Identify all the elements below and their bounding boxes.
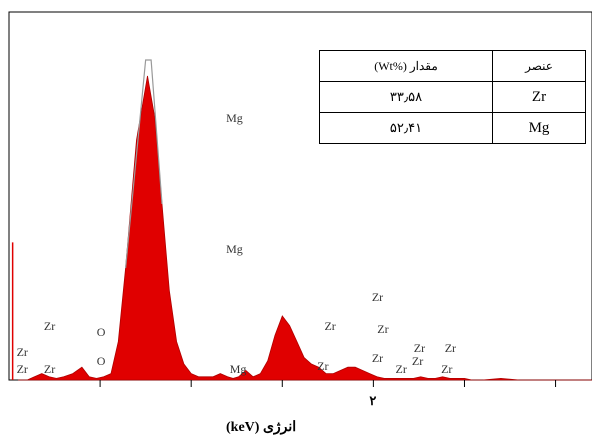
peak-label-zr: Zr bbox=[411, 354, 424, 369]
peak-label-zr: Zr bbox=[317, 359, 329, 373]
peak-label-mg: Mg bbox=[229, 362, 247, 377]
peak-label-zr: Zr bbox=[43, 362, 56, 377]
table-row: ۵۲٫۴۱ Mg bbox=[319, 112, 586, 144]
x-axis-title: انرژی (keV) bbox=[226, 420, 297, 435]
composition-table-header: مقدار (%Wt) عنصر bbox=[319, 50, 586, 82]
mg-amount: ۵۲٫۴۱ bbox=[319, 112, 493, 144]
peak-label-o: O bbox=[96, 325, 106, 340]
spectrum-outline bbox=[125, 59, 163, 269]
peak-label-mg: Mg bbox=[226, 111, 243, 125]
zr-element: Zr bbox=[492, 81, 586, 113]
composition-table: مقدار (%Wt) عنصر ۳۳٫۵۸ Zr ۵۲٫۴۱ Mg bbox=[319, 50, 586, 144]
table-row: ۳۳٫۵۸ Zr bbox=[319, 81, 586, 113]
spectrum-area bbox=[18, 75, 592, 381]
peak-label-zr: Zr bbox=[16, 344, 28, 359]
peak-label-o: O bbox=[96, 354, 106, 369]
peak-label-mg: Mg bbox=[226, 242, 243, 257]
peak-label-zr: Zr bbox=[395, 362, 407, 377]
peak-label-zr: Zr bbox=[371, 351, 384, 365]
zr-amount: ۳۳٫۵۸ bbox=[319, 81, 493, 113]
peak-label-zr: Zr bbox=[441, 362, 453, 377]
peak-label-zr: Zr bbox=[444, 341, 457, 356]
element-header: عنصر bbox=[492, 50, 586, 82]
peak-label-zr: Zr bbox=[413, 341, 426, 356]
peak-label-zr: Zr bbox=[43, 319, 56, 333]
peak-label-zr: Zr bbox=[371, 290, 384, 305]
amount-header: مقدار (%Wt) bbox=[319, 50, 493, 82]
peak-label-zr: Zr bbox=[16, 362, 28, 377]
mg-element: Mg bbox=[492, 112, 586, 144]
x-tick-label: ۲ bbox=[369, 393, 377, 408]
peak-label-zr: Zr bbox=[377, 322, 389, 337]
peak-label-zr: Zr bbox=[324, 319, 336, 333]
